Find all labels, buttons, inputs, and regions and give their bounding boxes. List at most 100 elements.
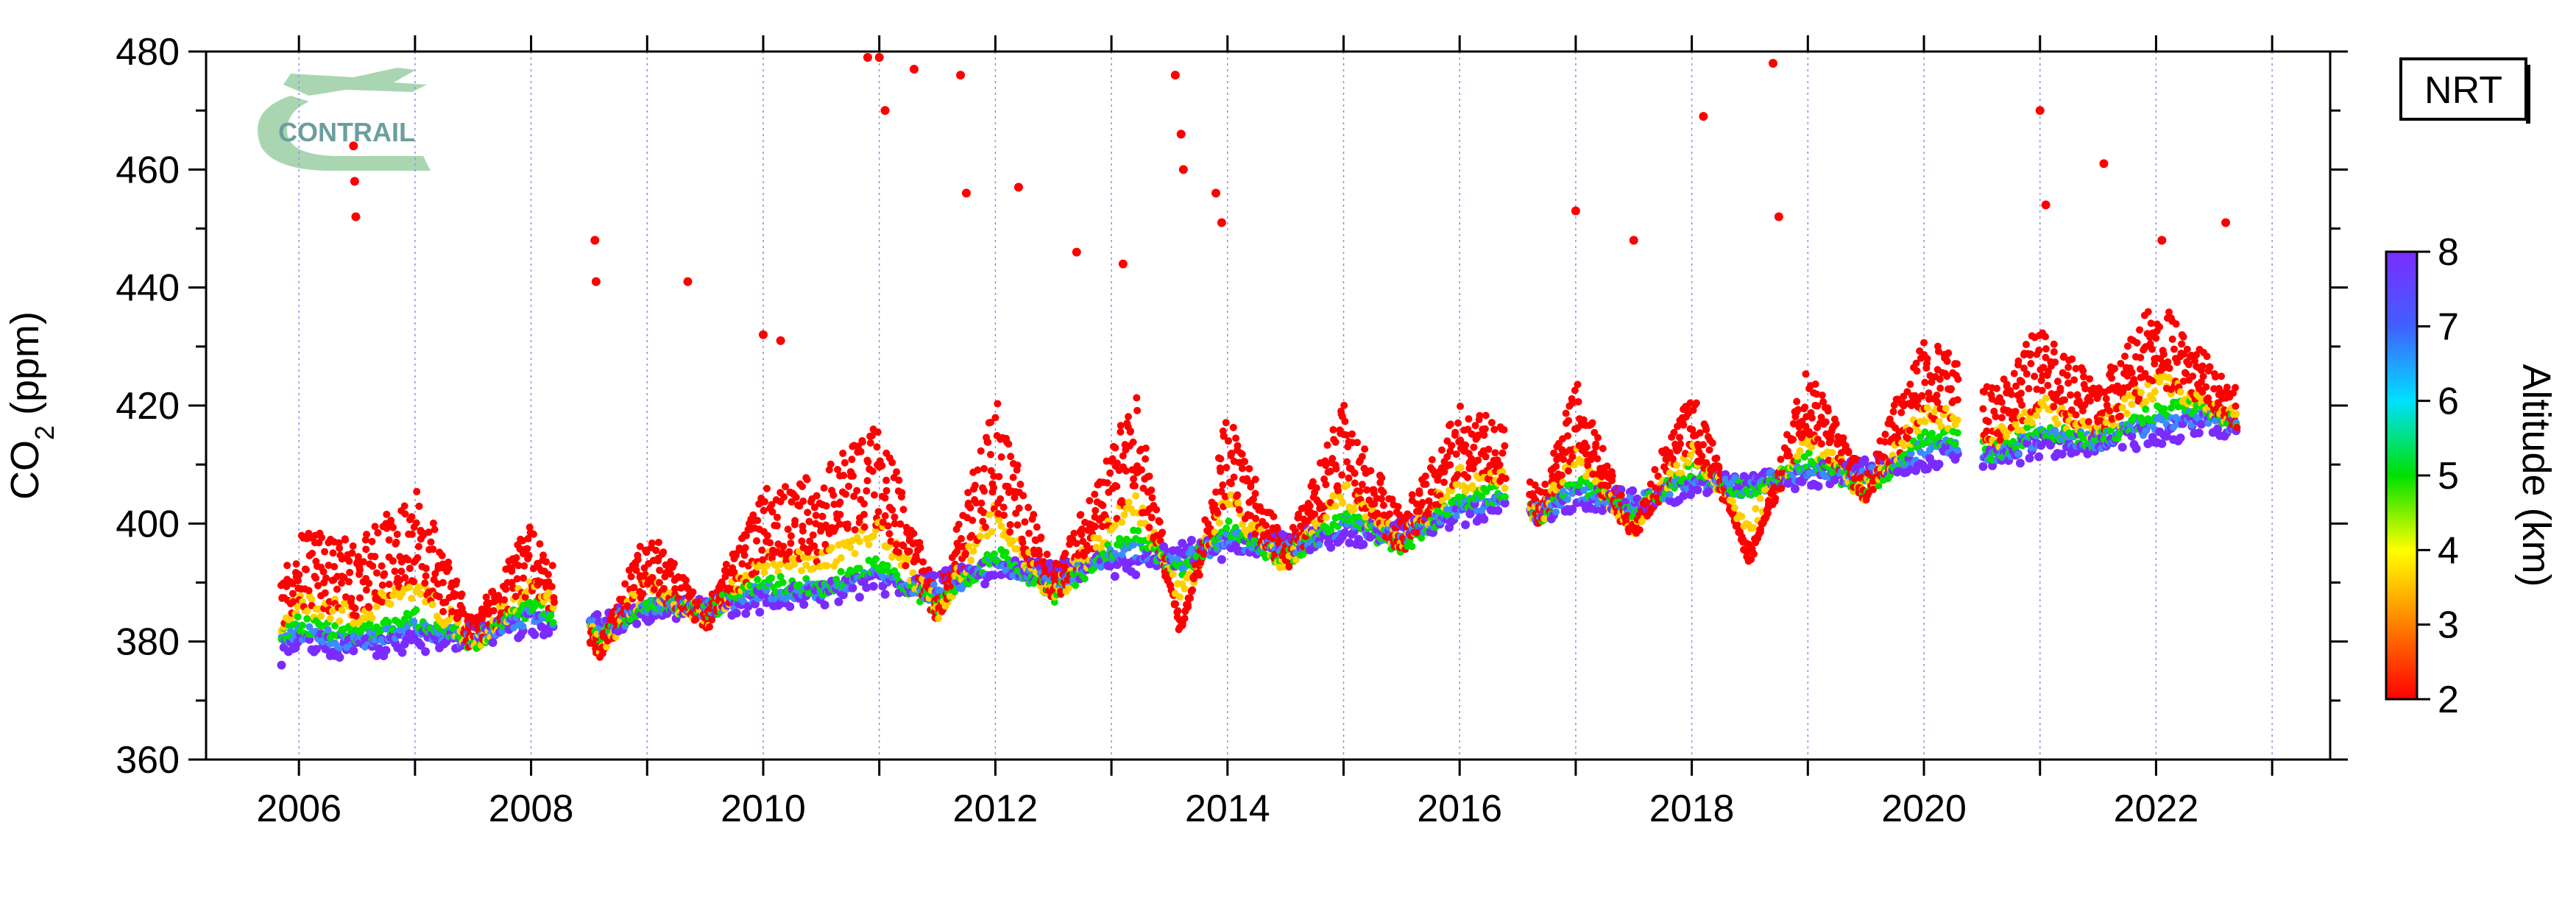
data-point-2km bbox=[689, 588, 697, 596]
data-point-2km bbox=[1557, 471, 1565, 479]
data-point-3km bbox=[1322, 513, 1330, 521]
data-point-2km bbox=[354, 553, 362, 561]
data-point-2km bbox=[520, 574, 528, 582]
data-point-2km bbox=[754, 517, 762, 525]
data-point-3km bbox=[1350, 505, 1358, 513]
data-point-2km bbox=[1696, 429, 1704, 437]
data-point-2km bbox=[896, 520, 905, 528]
data-point-2km bbox=[458, 590, 466, 598]
data-point-2km bbox=[333, 585, 341, 593]
data-point-2km bbox=[1170, 601, 1178, 609]
data-point-2km bbox=[1808, 414, 1816, 422]
data-point-2km bbox=[1475, 416, 1483, 424]
data-point-2km bbox=[1715, 462, 1723, 470]
data-point-2km bbox=[842, 490, 850, 498]
data-point-2km bbox=[438, 551, 446, 559]
data-point-3km bbox=[1120, 511, 1128, 519]
data-point-8km bbox=[335, 653, 344, 662]
data-point-8km bbox=[416, 640, 425, 650]
data-point-8km bbox=[592, 609, 602, 619]
data-point-2km bbox=[991, 414, 999, 422]
data-point-2km bbox=[524, 534, 532, 542]
data-point-8km bbox=[785, 602, 795, 612]
data-point-2km bbox=[1593, 455, 1602, 463]
data-point-2km bbox=[1608, 476, 1616, 484]
data-point-3km bbox=[988, 528, 996, 536]
data-point-5km bbox=[1222, 524, 1231, 532]
data-point-5km bbox=[298, 621, 306, 629]
data-point-3km bbox=[1064, 584, 1072, 592]
data-point-3km bbox=[1215, 519, 1223, 527]
data-point-2km bbox=[1348, 430, 1356, 438]
data-point-3km bbox=[1749, 524, 1758, 532]
data-point-8km bbox=[530, 630, 539, 640]
data-point-2km bbox=[897, 493, 905, 501]
data-point-2km bbox=[1793, 397, 1801, 406]
data-point-2km bbox=[355, 566, 364, 574]
data-point-2km bbox=[654, 538, 662, 546]
data-point-3km bbox=[855, 537, 863, 545]
data-point-2km bbox=[345, 578, 353, 586]
data-point-2km bbox=[1889, 408, 1897, 416]
data-point-2km bbox=[1933, 398, 1942, 406]
data-point-2km bbox=[402, 554, 410, 562]
data-point-2km bbox=[325, 562, 333, 570]
data-point-2km bbox=[670, 559, 678, 567]
data-point-2km bbox=[1006, 528, 1014, 536]
data-point-2km bbox=[1941, 369, 1949, 378]
data-point-2km bbox=[1918, 392, 1926, 400]
data-point-2km bbox=[1817, 439, 1825, 447]
data-point-2km bbox=[785, 548, 793, 556]
data-point-2km bbox=[1448, 442, 1456, 450]
data-point-2km bbox=[1091, 506, 1100, 514]
data-point-3km bbox=[336, 617, 344, 625]
data-point-2km bbox=[336, 544, 344, 552]
data-point-2km bbox=[763, 531, 771, 539]
data-point-5km bbox=[547, 612, 555, 620]
data-point-2km bbox=[1500, 425, 1508, 434]
data-point-2km bbox=[1568, 453, 1577, 461]
data-point-2km bbox=[1329, 425, 1337, 434]
data-point-2km bbox=[1091, 490, 1099, 498]
data-point-2km bbox=[509, 584, 517, 592]
data-point-2km bbox=[419, 531, 427, 539]
data-point-3km bbox=[1181, 585, 1189, 593]
data-point-2km bbox=[799, 498, 807, 506]
data-point-2km bbox=[836, 498, 844, 506]
data-point-2km bbox=[548, 583, 556, 591]
data-point-2km bbox=[892, 540, 900, 548]
data-point-5km bbox=[1002, 548, 1010, 556]
data-point-5km bbox=[883, 562, 891, 570]
data-point-3km bbox=[1942, 404, 1950, 412]
data-point-8km bbox=[1493, 506, 1503, 515]
data-point-2km bbox=[349, 542, 357, 550]
data-point-3km bbox=[603, 643, 611, 651]
data-point-2km bbox=[1699, 441, 1708, 449]
data-point-2km bbox=[525, 551, 533, 559]
data-point-2km bbox=[961, 549, 969, 557]
data-point-2km bbox=[1452, 450, 1460, 459]
data-point-2km bbox=[512, 592, 520, 601]
data-point-2km bbox=[348, 549, 356, 557]
data-point-2km bbox=[986, 450, 994, 459]
data-point-2km bbox=[804, 509, 812, 517]
data-point-2km bbox=[1482, 453, 1490, 461]
data-point-2km bbox=[340, 573, 348, 581]
contrail-logo-plane bbox=[283, 68, 427, 96]
data-point-3km bbox=[823, 562, 831, 570]
data-point-2km bbox=[1844, 448, 1853, 456]
data-point-2km bbox=[682, 576, 690, 584]
data-point-2km bbox=[1560, 456, 1568, 464]
data-point-2km bbox=[1021, 518, 1029, 526]
data-point-2km bbox=[722, 560, 730, 568]
data-point-2km bbox=[760, 506, 768, 514]
data-point-2km bbox=[539, 551, 548, 559]
data-point-2km bbox=[1635, 526, 1643, 534]
data-point-5km bbox=[531, 602, 539, 610]
data-point-2km bbox=[609, 609, 617, 618]
data-point-2km bbox=[994, 400, 1002, 408]
data-point-5km bbox=[1134, 527, 1142, 535]
data-point-2km bbox=[1954, 375, 1962, 383]
data-point-8km bbox=[1628, 486, 1638, 495]
data-point-2km bbox=[521, 593, 529, 601]
